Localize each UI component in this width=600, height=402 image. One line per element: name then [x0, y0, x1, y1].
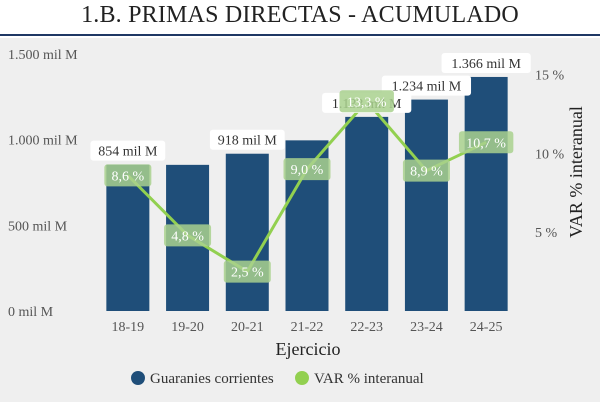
x-axis-ticks: 18-19 19-20 20-21 21-22 22-23 23-24 24-25	[112, 320, 503, 335]
right-axis-ticks: 5 % 10 % 15 %	[535, 68, 565, 241]
bar-data-label: 1.234 mil M	[392, 80, 462, 95]
x-tick-label: 19-20	[171, 320, 204, 335]
bar-data-label: 918 mil M	[218, 134, 278, 149]
legend-label-bars: Guaranies corrientes	[150, 371, 274, 387]
y-tick-label: 1.500 mil M	[8, 48, 78, 63]
y2-tick-label: 10 %	[535, 147, 565, 162]
x-axis-title: Ejercicio	[276, 339, 341, 359]
line-data-labels: 8,6 % 4,8 % 2,5 % 9,0 % 13,3 % 8,9 % 10,7 %	[104, 90, 514, 283]
var-label-box	[283, 158, 331, 181]
x-tick-label: 24-25	[470, 320, 503, 335]
left-axis-ticks: 0 mil M 500 mil M 1.000 mil M 1.500 mil M	[8, 48, 78, 320]
bar-label-box	[209, 129, 285, 150]
var-label-box	[402, 159, 450, 182]
var-label-box	[104, 164, 152, 187]
var-label-box	[458, 131, 514, 154]
x-tick-label: 22-23	[350, 320, 383, 335]
var-data-label: 9,0 %	[291, 163, 324, 178]
var-data-label: 8,6 %	[112, 169, 145, 184]
bar-23-24	[404, 99, 448, 311]
y-tick-label: 0 mil M	[8, 305, 54, 320]
legend: Guaranies corrientes VAR % interanual	[131, 371, 424, 387]
x-tick-label: 21-22	[291, 320, 324, 335]
var-data-label: 2,5 %	[231, 266, 264, 281]
x-tick-label: 20-21	[231, 320, 264, 335]
bar-20-21	[225, 153, 269, 311]
bar-label-box	[441, 52, 531, 73]
bar-label-box	[381, 75, 472, 96]
var-label-box	[223, 260, 271, 283]
var-label-box	[164, 224, 212, 247]
var-label-box	[339, 90, 394, 113]
bar-22-23	[345, 116, 389, 311]
y2-tick-label: 15 %	[535, 68, 565, 83]
var-data-label: 13,3 %	[347, 95, 387, 110]
y2-tick-label: 5 %	[535, 226, 558, 241]
right-axis-title: VAR % interanual	[566, 106, 586, 238]
bar-data-label: 854 mil M	[98, 145, 158, 160]
legend-swatch-bars	[131, 371, 145, 385]
title-divider	[0, 34, 600, 36]
x-tick-label: 18-19	[112, 320, 145, 335]
var-data-label: 10,7 %	[466, 136, 506, 151]
bar-series	[106, 76, 508, 311]
bar-data-label: 1.366 mil M	[451, 57, 521, 72]
y-tick-label: 1.000 mil M	[8, 134, 78, 149]
bar-18-19	[106, 164, 150, 311]
var-data-label: 8,9 %	[410, 165, 443, 180]
bar-24-25	[464, 76, 508, 311]
legend-swatch-line	[295, 371, 309, 385]
chart-title: 1.B. PRIMAS DIRECTAS - ACUMULADO	[81, 2, 519, 28]
bar-label-box	[90, 140, 166, 161]
legend-label-line: VAR % interanual	[314, 371, 424, 387]
x-tick-label: 23-24	[410, 320, 443, 335]
var-data-label: 4,8 %	[171, 229, 204, 244]
y-tick-label: 500 mil M	[8, 219, 68, 234]
